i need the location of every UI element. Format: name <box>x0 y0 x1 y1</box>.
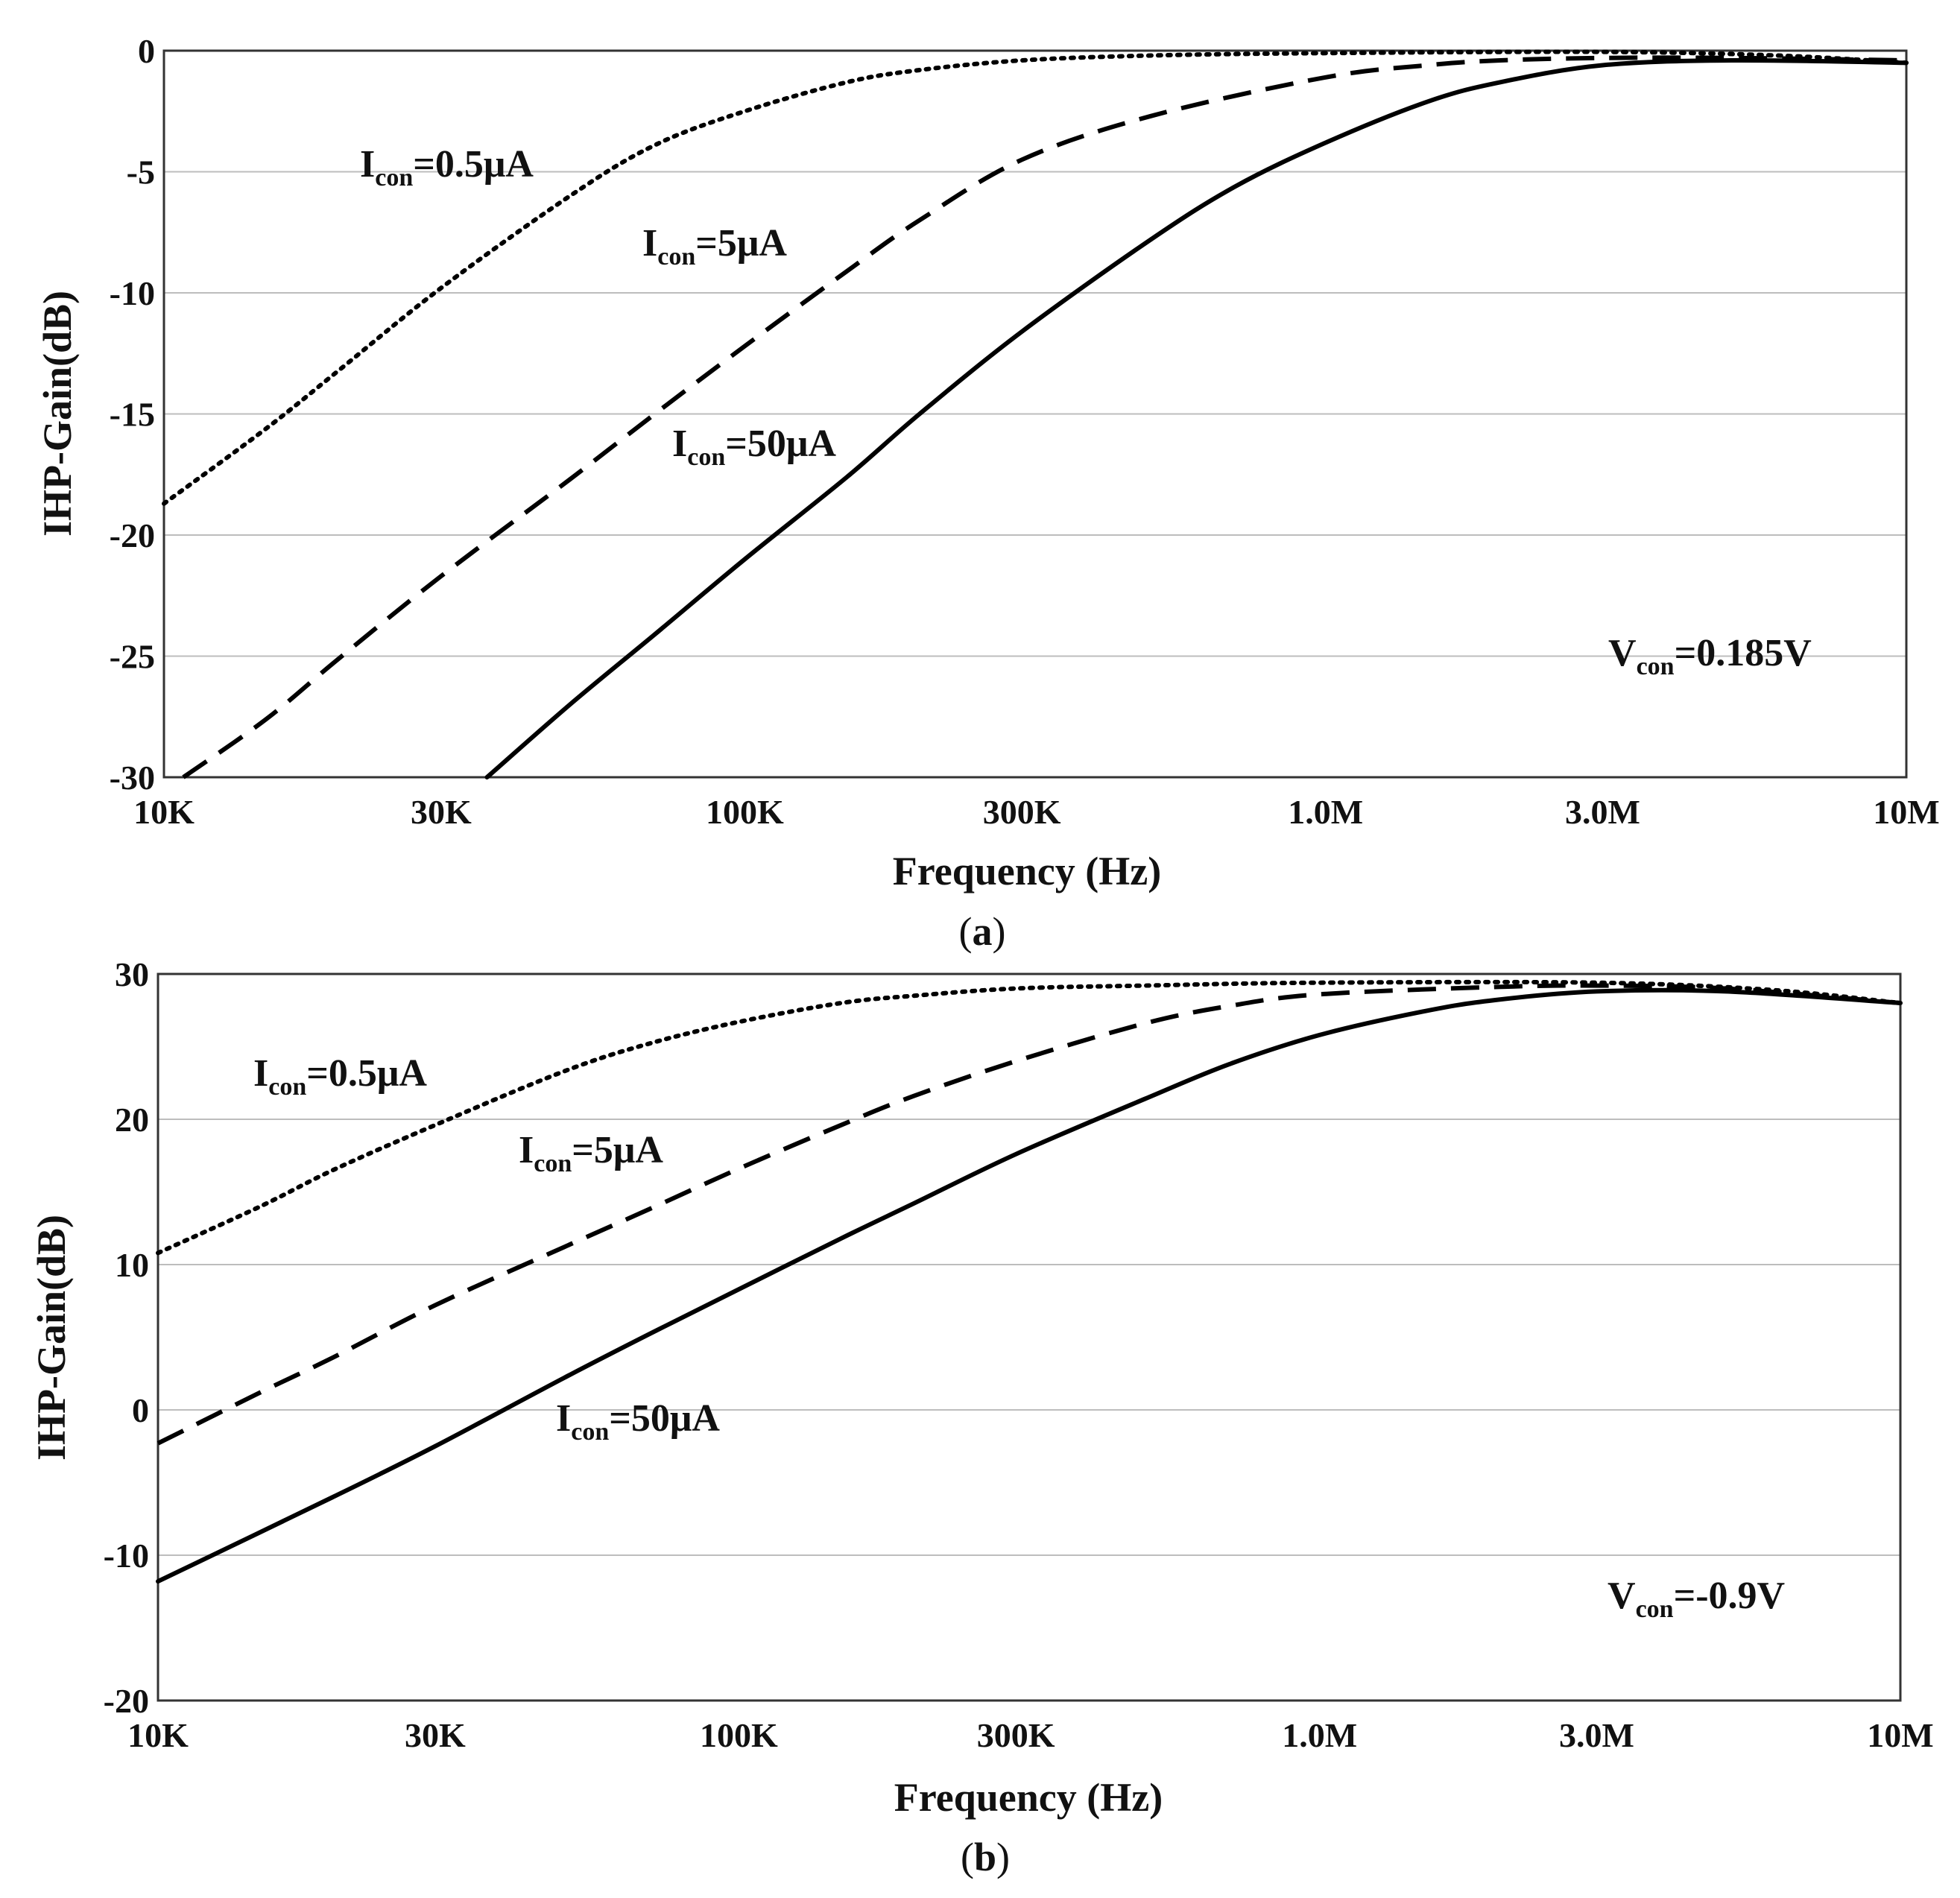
y-tick-label-b-2: 10 <box>115 1246 149 1284</box>
series-b-solid-line <box>156 987 1903 1584</box>
y-tick-label-b-4: -10 <box>104 1537 149 1575</box>
plot-frame-b <box>157 972 1902 1702</box>
annotation-b-vcon: Vcon=-0.9V <box>1607 1575 1785 1623</box>
x-tick-label-a-0: 10K <box>133 793 195 831</box>
x-tick-label-b-3: 300K <box>977 1716 1055 1754</box>
y-tick-labels-b: 30 20 10 0 -10 -20 <box>104 955 149 1720</box>
x-tick-label-a-5: 3.0M <box>1565 793 1640 831</box>
x-tick-labels-a: 10K 30K 100K 300K 1.0M 3.0M 10M <box>133 793 1940 831</box>
caption-b: (b) <box>961 1835 1010 1879</box>
caption-a: (a) <box>959 909 1006 954</box>
annotation-a-icon-50: Icon=50μA <box>672 423 836 471</box>
x-tick-label-b-0: 10K <box>127 1716 189 1754</box>
x-tick-label-b-6: 10M <box>1867 1716 1933 1754</box>
y-tick-label-a-3: -15 <box>110 396 155 434</box>
y-tick-label-b-1: 20 <box>115 1101 149 1139</box>
x-tick-label-a-3: 300K <box>983 793 1061 831</box>
x-tick-labels-b: 10K 30K 100K 300K 1.0M 3.0M 10M <box>127 1716 1934 1754</box>
x-axis-title-b: Frequency (Hz) <box>894 1775 1163 1820</box>
x-tick-label-a-6: 10M <box>1873 793 1939 831</box>
y-tick-labels-a: 0 -5 -10 -15 -20 -25 -30 <box>110 32 155 797</box>
annotation-b-icon-5: Icon=5μA <box>519 1129 663 1177</box>
grid-a <box>164 171 1906 657</box>
grid-b <box>158 1119 1900 1556</box>
x-tick-label-b-5: 3.0M <box>1559 1716 1634 1754</box>
x-tick-label-b-1: 30K <box>405 1716 466 1754</box>
annotation-b-icon-05: Icon=0.5μA <box>253 1052 427 1101</box>
series-b-dotted-line <box>156 979 1903 1256</box>
x-tick-label-b-2: 100K <box>700 1716 778 1754</box>
series-a-solid-line <box>484 57 1909 779</box>
y-axis-title-b: IHP-Gain(dB) <box>29 1215 74 1461</box>
annotation-a-icon-5: Icon=5μA <box>642 222 787 271</box>
x-tick-label-a-2: 100K <box>706 793 784 831</box>
plot-frame-a <box>162 49 1908 779</box>
y-tick-label-a-2: -10 <box>110 274 155 312</box>
y-tick-label-b-3: 0 <box>132 1391 149 1429</box>
y-tick-label-a-6: -30 <box>110 759 155 797</box>
x-tick-label-a-4: 1.0M <box>1288 793 1363 831</box>
series-a-dotted-line <box>162 49 1909 506</box>
curves-a <box>162 49 1909 779</box>
annotation-b-icon-50: Icon=50μA <box>556 1397 720 1446</box>
y-tick-label-b-0: 30 <box>115 955 149 993</box>
y-axis-title-a: IHP-Gain(dB) <box>35 291 80 537</box>
y-tick-label-a-1: -5 <box>127 154 155 192</box>
panel-a: 0 -5 -10 -15 -20 -25 -30 10K 30K 100K 300K 1.0M 3.0… <box>35 32 1940 954</box>
annotation-a-icon-05: Icon=0.5μA <box>360 143 534 192</box>
y-tick-label-a-5: -25 <box>110 638 155 676</box>
series-b-dashed-line <box>157 983 1901 1446</box>
x-axis-title-a: Frequency (Hz) <box>893 849 1161 893</box>
x-tick-label-a-1: 30K <box>411 793 472 831</box>
y-tick-label-a-0: 0 <box>138 32 155 70</box>
y-tick-label-a-4: -20 <box>110 516 155 554</box>
x-tick-label-b-4: 1.0M <box>1282 1716 1357 1754</box>
annotation-a-vcon: Vcon=0.185V <box>1608 632 1812 680</box>
series-a-dashed-line <box>182 55 1907 779</box>
curves-b <box>156 979 1903 1584</box>
y-tick-label-b-5: -20 <box>104 1682 149 1720</box>
